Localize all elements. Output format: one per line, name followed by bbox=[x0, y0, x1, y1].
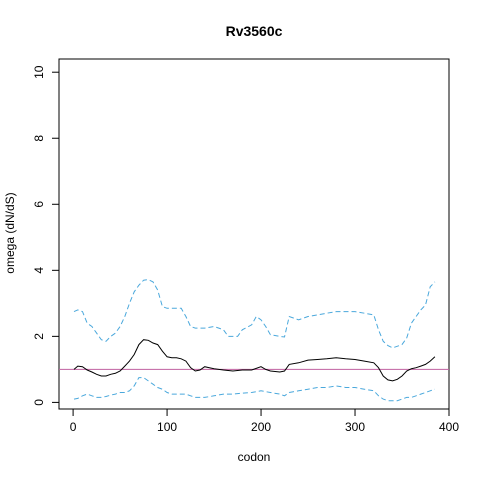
plot-frame bbox=[58, 58, 450, 410]
x-tick-label: 200 bbox=[251, 420, 271, 434]
x-axis-label: codon bbox=[238, 450, 271, 464]
y-tick-label: 4 bbox=[32, 267, 46, 274]
y-axis-label: omega (dN/dS) bbox=[3, 192, 17, 273]
y-tick-label: 0 bbox=[32, 399, 46, 406]
x-tick-label: 300 bbox=[345, 420, 365, 434]
series-line-lower-bound bbox=[73, 377, 436, 402]
x-tick-label: 400 bbox=[439, 420, 459, 434]
y-tick-label: 10 bbox=[32, 65, 46, 79]
axis-ticks: 0 100 200 300 400 0 2 4 6 8 10 bbox=[32, 65, 459, 434]
series-layer bbox=[59, 279, 449, 402]
y-tick-label: 2 bbox=[32, 333, 46, 340]
x-tick-label: 0 bbox=[70, 420, 77, 434]
chart-title: Rv3560c bbox=[226, 23, 283, 39]
y-tick-label: 6 bbox=[32, 201, 46, 208]
y-tick-label: 8 bbox=[32, 135, 46, 142]
series-line-omega bbox=[73, 339, 436, 382]
series-line-upper-bound bbox=[73, 279, 436, 349]
x-tick-label: 100 bbox=[157, 420, 177, 434]
